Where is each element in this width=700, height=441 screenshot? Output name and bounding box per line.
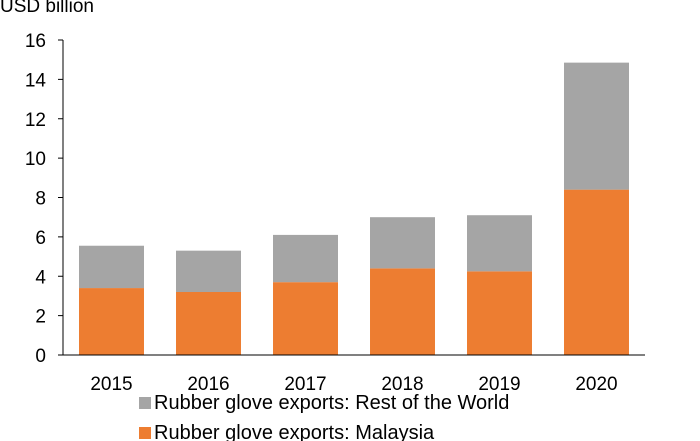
y-axis-unit-label: USD billion <box>0 0 94 17</box>
bar-rest-of-world-2017 <box>273 234 338 283</box>
legend-label: Rubber glove exports: Malaysia <box>154 422 435 441</box>
y-axis-tick-labels: 0 2 4 6 8 10 12 14 16 <box>25 31 63 367</box>
bar-malaysia-2018 <box>370 268 435 355</box>
x-axis-tick-labels: 2015 2016 2017 2018 2019 2020 <box>90 374 617 395</box>
bar-malaysia-2017 <box>273 282 338 355</box>
x-tick-label: 2018 <box>381 374 423 395</box>
y-tick-label: 0 <box>35 346 46 367</box>
legend-label: Rubber glove exports: Rest of the World <box>154 392 509 414</box>
y-tick-label: 6 <box>35 228 46 249</box>
bar-malaysia-2019 <box>467 271 532 355</box>
legend-swatch <box>139 397 151 409</box>
y-tick-label: 12 <box>25 110 46 131</box>
y-tick-label: 10 <box>25 149 46 170</box>
y-tick-label: 2 <box>35 307 46 328</box>
y-tick-label: 4 <box>35 267 46 288</box>
legend: Rubber glove exports: Rest of the World R… <box>139 392 509 441</box>
x-tick-label: 2015 <box>90 374 132 395</box>
bar-rest-of-world-2020 <box>564 62 629 190</box>
bar-malaysia-2015 <box>79 288 144 355</box>
x-tick-label: 2016 <box>187 374 229 395</box>
y-tick-label: 8 <box>35 189 46 210</box>
x-tick-label: 2020 <box>575 374 617 395</box>
bar-rest-of-world-2015 <box>79 245 144 289</box>
bar-rest-of-world-2016 <box>176 250 241 292</box>
bar-rest-of-world-2018 <box>370 217 435 269</box>
x-tick-label: 2017 <box>284 374 326 395</box>
bar-rest-of-world-2019 <box>467 215 532 272</box>
legend-swatch <box>139 427 151 439</box>
bars-group <box>79 62 629 355</box>
y-tick-label: 16 <box>25 31 46 52</box>
bar-malaysia-2020 <box>564 189 629 355</box>
y-tick-label: 14 <box>25 70 47 91</box>
bar-malaysia-2016 <box>176 292 241 355</box>
x-tick-label: 2019 <box>478 374 520 395</box>
